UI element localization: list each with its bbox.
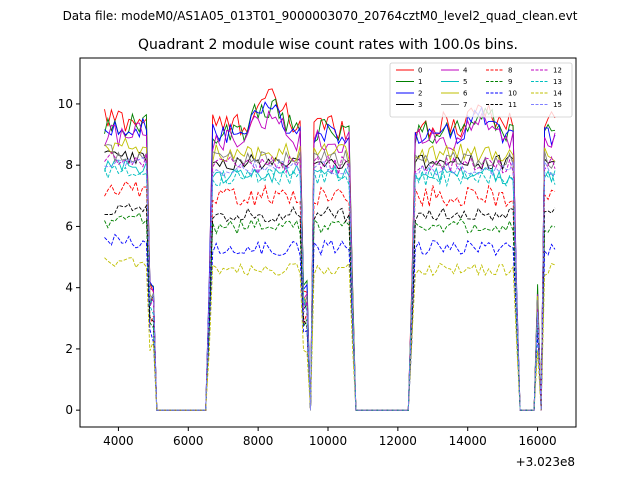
legend-label: 8 bbox=[508, 67, 512, 75]
chart-title: Quadrant 2 module wise count rates with … bbox=[138, 37, 518, 53]
series-line-4 bbox=[104, 109, 556, 411]
y-tick-label: 10 bbox=[58, 97, 73, 111]
x-tick-label: 14000 bbox=[449, 434, 487, 448]
x-axis: 4000 6000 8000 10000 12000 14000 16000 bbox=[103, 427, 557, 448]
y-axis: 0 2 4 6 8 10 bbox=[58, 97, 80, 417]
series-line-13 bbox=[104, 164, 556, 411]
legend-label: 0 bbox=[418, 67, 422, 75]
x-tick-label: 4000 bbox=[103, 434, 134, 448]
legend-label: 12 bbox=[553, 67, 562, 75]
legend-label: 5 bbox=[463, 78, 467, 86]
y-tick-label: 0 bbox=[65, 403, 73, 417]
series-line-5 bbox=[104, 158, 556, 411]
legend-label: 14 bbox=[553, 90, 562, 98]
legend-label: 15 bbox=[553, 101, 562, 109]
x-tick-label: 8000 bbox=[243, 434, 274, 448]
y-tick-label: 4 bbox=[65, 281, 73, 295]
legend-label: 11 bbox=[508, 101, 517, 109]
legend-label: 9 bbox=[508, 78, 512, 86]
legend-box bbox=[389, 62, 573, 118]
legend-label: 6 bbox=[463, 90, 468, 98]
x-offset-label: +3.023e8 bbox=[516, 455, 575, 469]
series-line-10 bbox=[104, 233, 556, 411]
series-line-11 bbox=[104, 203, 556, 411]
series-line-9 bbox=[104, 212, 556, 411]
series-line-3 bbox=[104, 150, 556, 411]
x-tick-label: 12000 bbox=[379, 434, 417, 448]
series-line-15 bbox=[104, 156, 556, 411]
legend-label: 13 bbox=[553, 78, 562, 86]
series-line-1 bbox=[104, 98, 556, 411]
y-tick-label: 8 bbox=[65, 158, 73, 172]
series-layer bbox=[104, 88, 556, 411]
y-tick-label: 6 bbox=[65, 219, 73, 233]
legend-label: 10 bbox=[508, 90, 517, 98]
y-tick-label: 2 bbox=[65, 342, 73, 356]
series-line-7 bbox=[104, 144, 556, 411]
legend-label: 7 bbox=[463, 101, 467, 109]
series-line-6 bbox=[104, 136, 556, 411]
legend-label: 4 bbox=[463, 67, 468, 75]
legend-label: 3 bbox=[418, 101, 422, 109]
chart-suptitle: Data file: modeM0/AS1A05_013T01_90000030… bbox=[63, 9, 578, 23]
legend-label: 2 bbox=[418, 90, 422, 98]
series-line-0 bbox=[104, 88, 556, 411]
series-line-2 bbox=[104, 101, 556, 411]
series-line-8 bbox=[104, 180, 556, 411]
series-line-14 bbox=[104, 257, 556, 411]
x-tick-label: 10000 bbox=[309, 434, 347, 448]
legend-label: 1 bbox=[418, 78, 422, 86]
x-tick-label: 6000 bbox=[173, 434, 204, 448]
x-tick-label: 16000 bbox=[518, 434, 556, 448]
